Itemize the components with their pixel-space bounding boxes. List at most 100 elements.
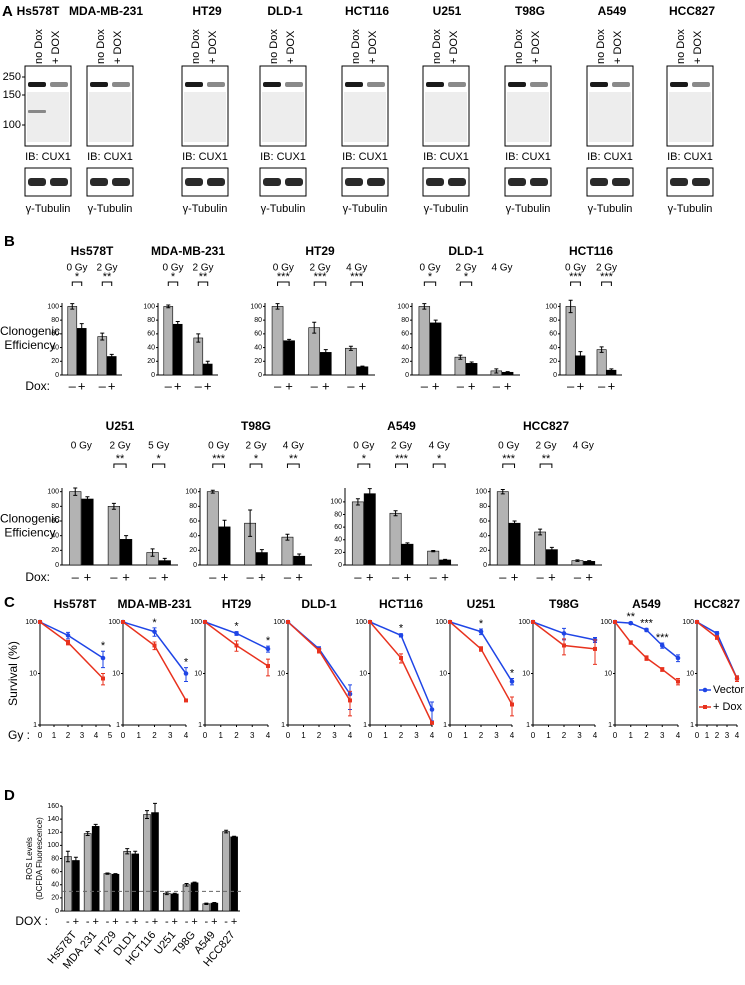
x-tick-label: 0 (695, 731, 700, 740)
bar (193, 337, 204, 376)
dox-label: – (430, 569, 438, 584)
x-tick-label: 2 (644, 731, 649, 740)
error-bar (85, 496, 90, 502)
loading-band (448, 178, 466, 186)
y-tick-label: 0 (55, 562, 59, 569)
error-bar (297, 553, 302, 559)
bar (283, 340, 295, 376)
loading-band (508, 178, 526, 186)
y-tick-label: 40 (51, 533, 59, 540)
significance: * (171, 271, 176, 283)
cell-line-title: U251 (433, 4, 462, 18)
x-tick-label: 0 (38, 731, 43, 740)
dox-label: + (73, 916, 79, 928)
dox-label: + (231, 916, 237, 928)
dose-label: 2 Gy (596, 263, 617, 274)
bar (427, 550, 440, 566)
error-bar (433, 319, 438, 327)
data-point (286, 620, 290, 624)
data-point (430, 720, 434, 725)
error-bar (73, 487, 78, 496)
dose-label: 2 Gy (245, 441, 266, 452)
y-tick-label: 80 (189, 503, 197, 510)
dose-label: 2 Gy (455, 263, 476, 274)
dox-label: – (392, 569, 400, 584)
blot-smear (669, 92, 711, 142)
y-tick-label: 20 (189, 547, 197, 554)
y-tick-label: 1 (608, 722, 612, 729)
sig-bracket (71, 281, 83, 286)
y-tick-label: 20 (51, 895, 59, 902)
loading-band (367, 178, 385, 186)
significance: ** (542, 453, 551, 465)
chart-title: A549 (387, 419, 416, 433)
cell-line-title: T98G (515, 4, 545, 18)
panel-label: B (4, 233, 15, 250)
y-tick-label: 0 (483, 562, 487, 569)
y-tick-label: 1 (690, 722, 694, 729)
dox-label: – (499, 569, 507, 584)
bar (596, 349, 607, 376)
bar (565, 306, 576, 376)
data-point (183, 671, 189, 676)
dox-label: + (585, 569, 593, 584)
dox-label: + (84, 569, 92, 584)
ib-label: IB: CUX1 (87, 151, 133, 163)
y-tick-label: 0 (193, 562, 197, 569)
panel-label: C (4, 594, 15, 611)
data-point (562, 643, 566, 648)
y-tick-label: 100 (185, 489, 197, 496)
blot-band (448, 82, 466, 87)
data-point (509, 679, 515, 684)
cell-line-title: MDA-MB-231 (69, 4, 143, 18)
data-point (628, 620, 634, 626)
y-tick-label: 0 (405, 372, 409, 379)
error-bar (355, 498, 360, 506)
y-tick-label: 80 (51, 855, 59, 862)
bar (508, 522, 521, 566)
legend-label: + Dox (713, 701, 743, 713)
lane-label: no Dox (431, 29, 443, 64)
data-point (478, 629, 484, 634)
blot-band (426, 82, 444, 87)
blot (259, 65, 307, 147)
significance: * (234, 621, 239, 633)
error-bar (109, 353, 114, 360)
sig-bracket (152, 463, 166, 468)
bar (230, 836, 238, 912)
significance: * (510, 667, 515, 679)
data-point (203, 620, 207, 624)
blot (422, 65, 470, 147)
y-tick-label: 1 (363, 722, 367, 729)
blot (24, 65, 72, 147)
dose-label: 2 Gy (391, 441, 412, 452)
lane-label: + DOX (692, 30, 704, 64)
significance: *** (395, 453, 409, 465)
y-axis-label: (DCFDA Fluorescence) (35, 817, 44, 900)
y-tick-label: 160 (47, 803, 59, 810)
lane-label: no Dox (350, 29, 362, 64)
dox-label: + (92, 916, 98, 928)
x-axis-label: DOX : (15, 914, 48, 928)
y-tick-label: 40 (479, 533, 487, 540)
blot-band (670, 82, 688, 87)
blot-smear (344, 92, 386, 142)
dox-label: – (457, 378, 465, 393)
dox-label: – (149, 569, 157, 584)
bar (401, 543, 414, 566)
error-bar (587, 560, 592, 563)
loading-band (285, 178, 303, 186)
bar (103, 873, 112, 912)
loading-label: γ-Tubulin (261, 203, 306, 215)
dose-label: 2 Gy (309, 263, 330, 274)
loading-band (50, 178, 68, 186)
x-tick-label: 3 (332, 731, 337, 740)
error-bar (575, 559, 580, 562)
x-tick-label: 3 (577, 731, 582, 740)
y-tick-label: 100 (518, 619, 530, 626)
dox-label: + (285, 378, 293, 393)
dox-label: – (347, 378, 355, 393)
error-bar (405, 542, 410, 546)
blot-band (50, 82, 68, 87)
y-tick-label: 100 (545, 303, 557, 310)
